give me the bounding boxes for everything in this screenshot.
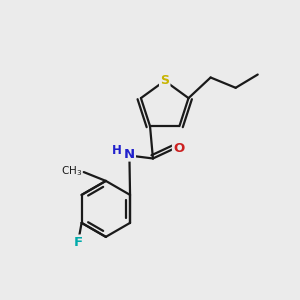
Text: H: H: [112, 144, 122, 157]
Text: N: N: [124, 148, 135, 160]
Text: O: O: [173, 142, 184, 155]
Text: S: S: [160, 74, 169, 87]
Text: CH$_3$: CH$_3$: [61, 165, 82, 178]
Text: F: F: [74, 236, 83, 248]
